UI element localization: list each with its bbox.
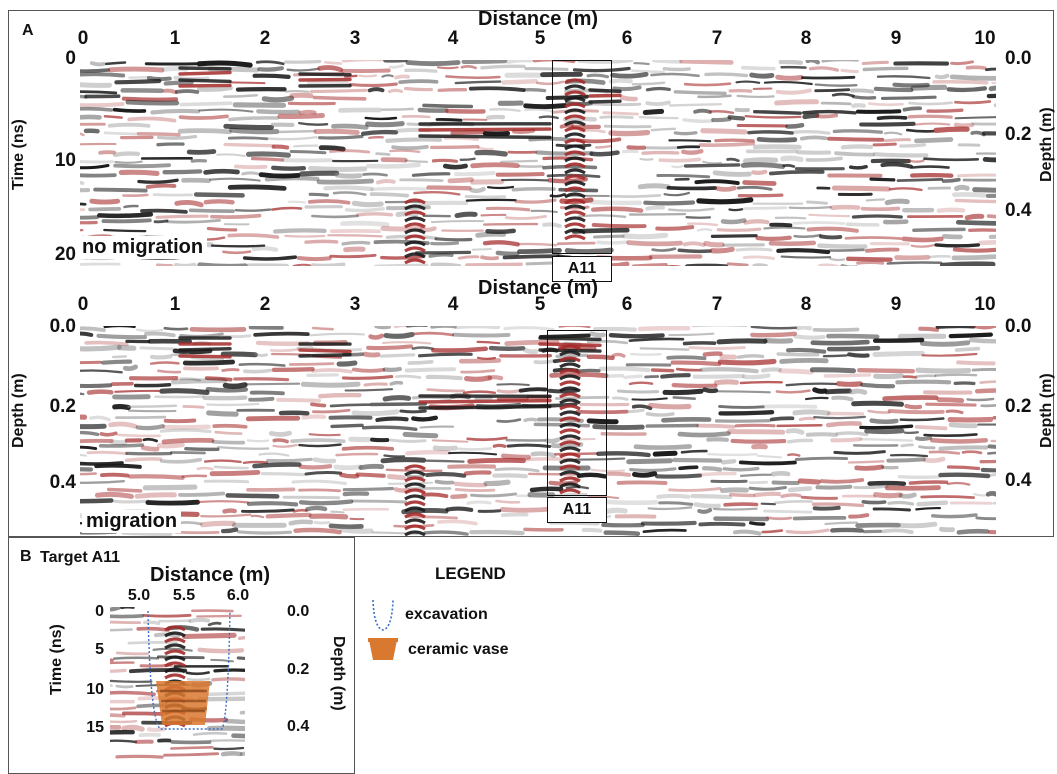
bottom-left-axis-label: Depth (m)	[10, 373, 27, 448]
bXTicks-label: 5.5	[172, 587, 196, 604]
excavation-outline	[147, 610, 231, 730]
bLeftTicks-label: 0	[95, 603, 104, 620]
topXTicks-label: 2	[259, 28, 271, 49]
bXTicks-label: 5.0	[127, 587, 151, 604]
botLeftTicks-label: 0.2	[49, 396, 76, 417]
panel-b-left-axis-label: Time (ns)	[48, 624, 65, 695]
botXTicks-label: 6	[621, 294, 633, 315]
bottom-x-axis-title: Distance (m)	[478, 277, 599, 299]
bRightTicks-label: 0.4	[287, 718, 310, 735]
target-a11-box-top	[552, 60, 612, 254]
botRightTicks-label: 0.4	[1005, 470, 1032, 491]
topRightTicks-label: 0.0	[1005, 48, 1032, 69]
legend-label-ceramic-vase: ceramic vase	[408, 641, 509, 658]
botXTicks-label: 5	[534, 294, 546, 315]
bRightTicks-label: 0.0	[287, 603, 310, 620]
radargram-no-migration-image	[80, 60, 996, 266]
botXTicks-label: 4	[447, 294, 459, 315]
target-a11-box-bottom	[547, 330, 607, 496]
ceramic-vase-shape	[156, 681, 210, 725]
botRightTicks-label: 0.2	[1005, 396, 1032, 417]
target-a11-label-top: A11	[552, 256, 612, 282]
botXTicks-label: 3	[349, 294, 361, 315]
legend-title: LEGEND	[435, 564, 506, 583]
bLeftTicks-label: 5	[95, 641, 104, 658]
topXTicks-label: 8	[800, 28, 812, 49]
excavation-outline-icon	[372, 599, 394, 631]
vase-icon	[368, 638, 398, 660]
botXTicks-label: 0	[77, 294, 89, 315]
topLeftTicks-label: 0	[65, 48, 76, 69]
panel-b-right-axis-label: Depth (m)	[330, 636, 347, 711]
botRightTicks-label: 0.0	[1005, 316, 1032, 337]
topXTicks-label: 5	[534, 28, 546, 49]
botLeftTicks-label: 0.4	[49, 472, 76, 493]
bLeftTicks-label: 15	[86, 719, 104, 736]
bLeftTicks-label: 10	[86, 681, 104, 698]
topXTicks-label: 7	[711, 28, 723, 49]
topXTicks-label: 6	[621, 28, 633, 49]
radargram-migration	[80, 326, 996, 536]
botXTicks-label: 2	[259, 294, 271, 315]
top-right-axis-label: Depth (m)	[1038, 107, 1055, 182]
bXTicks-label: 6.0	[226, 587, 250, 604]
topLeftTicks-label: 20	[54, 244, 76, 265]
botXTicks-label: 7	[711, 294, 723, 315]
radargram-target-a11	[110, 607, 245, 759]
migration-label: migration	[82, 510, 182, 533]
topXTicks-label: 0	[77, 28, 89, 49]
panel-b-x-axis-title: Distance (m)	[150, 564, 271, 586]
no-migration-label: no migration	[78, 236, 208, 259]
topXTicks-label: 9	[890, 28, 902, 49]
topXTicks-label: 1	[169, 28, 181, 49]
botXTicks-label: 8	[800, 294, 812, 315]
topRightTicks-label: 0.2	[1005, 124, 1032, 145]
radargram-no-migration	[80, 60, 996, 266]
bRightTicks-label: 0.2	[287, 661, 310, 678]
top-left-axis-label: Time (ns)	[10, 119, 27, 190]
topXTicks-label: 10	[974, 28, 996, 49]
topLeftTicks-label: 10	[54, 150, 76, 171]
topXTicks-label: 3	[349, 28, 361, 49]
topXTicks-label: 4	[447, 28, 459, 49]
botLeftTicks-label: 0.0	[49, 316, 76, 337]
legend-label-excavation: excavation	[405, 606, 488, 623]
radargram-target-a11-image	[110, 607, 245, 759]
bottom-right-axis-label: Depth (m)	[1038, 373, 1055, 448]
botXTicks-label: 9	[890, 294, 902, 315]
topRightTicks-label: 0.4	[1005, 200, 1032, 221]
botXTicks-label: 1	[169, 294, 181, 315]
panel-b-letter: B	[18, 548, 34, 566]
panel-a-border	[8, 10, 1054, 537]
panel-b-title: Target A11	[40, 549, 121, 566]
botXTicks-label: 10	[974, 294, 996, 315]
panel-a-letter: A	[20, 22, 36, 40]
radargram-migration-image	[80, 326, 996, 536]
top-x-axis-title: Distance (m)	[478, 8, 599, 30]
target-a11-label-bottom: A11	[547, 497, 607, 523]
